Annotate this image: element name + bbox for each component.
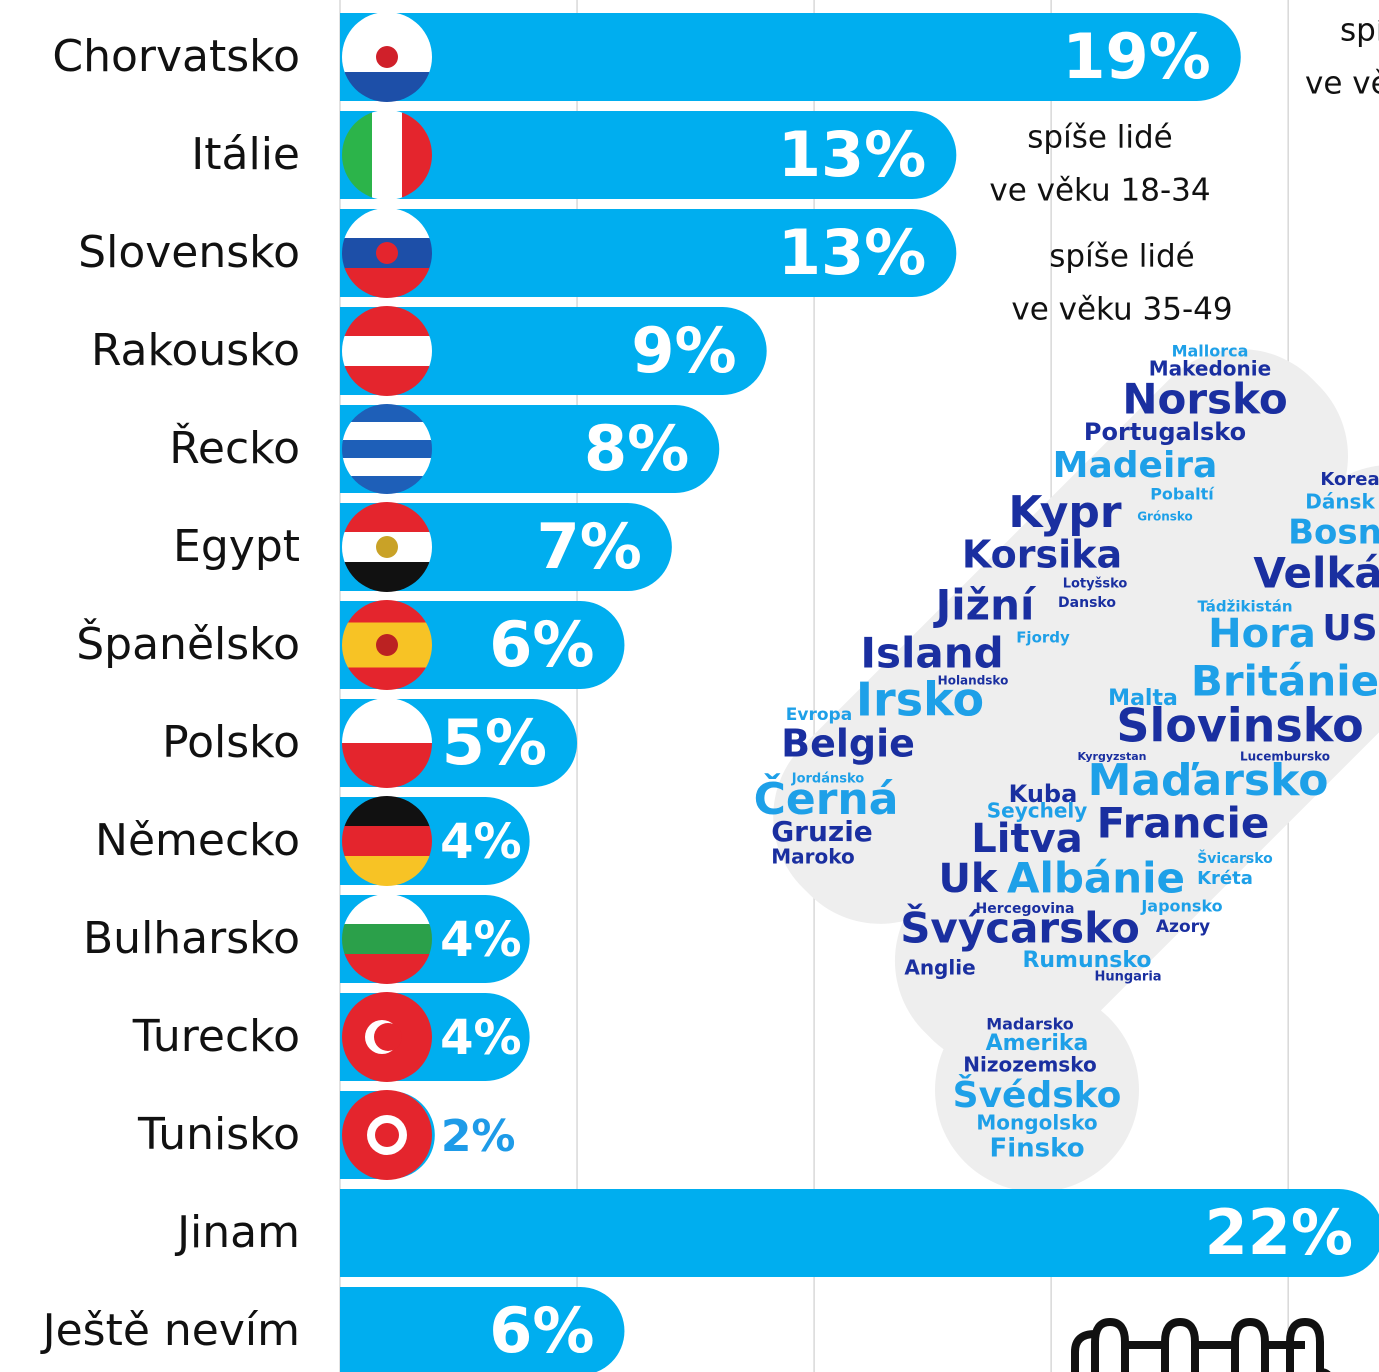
annotation: ve věku 35-49 [1011, 292, 1232, 328]
flag-emblem [375, 1123, 399, 1147]
word: Nizozemsko [963, 1053, 1096, 1077]
flag-emblem [376, 242, 398, 264]
word: Belgie [781, 722, 915, 766]
value-label: 7% [537, 510, 642, 583]
value-label: 13% [778, 216, 926, 289]
word: Anglie [904, 956, 975, 980]
word: Fjordy [1016, 629, 1070, 647]
flag-emblem [376, 634, 398, 656]
flag-stripe [342, 458, 432, 477]
value-label: 6% [489, 1294, 594, 1367]
value-label: 4% [440, 912, 522, 968]
category-label: Slovensko [78, 227, 300, 278]
word: Madeira [1053, 445, 1218, 486]
word: Slovinsko [1116, 699, 1363, 753]
word: Korea [1320, 469, 1379, 490]
category-label: Bulharsko [83, 913, 300, 964]
word: Island [860, 629, 1003, 678]
category-label: Ještě nevím [40, 1305, 300, 1356]
word: Portugalsko [1084, 418, 1246, 446]
category-label: Egypt [173, 521, 300, 572]
word: Japonsko [1140, 897, 1222, 916]
category-label: Tunisko [137, 1109, 300, 1160]
value-label: 4% [440, 1010, 522, 1066]
word: Mongolsko [976, 1111, 1097, 1135]
word: Norsko [1122, 375, 1287, 424]
annotation: spíše lidé [1027, 120, 1173, 156]
word: Velká [1253, 549, 1379, 598]
category-label: Turecko [132, 1011, 300, 1062]
word: US [1322, 608, 1377, 649]
word: Lotyšsko [1063, 577, 1128, 592]
word: Kréta [1197, 868, 1253, 889]
word: Korsika [962, 533, 1122, 577]
word: Francie [1097, 799, 1270, 848]
word: Hora [1208, 611, 1316, 657]
value-label: 13% [778, 118, 926, 191]
word: Dansko [1058, 595, 1116, 611]
word: Irsko [856, 673, 984, 727]
word: Bosn [1288, 513, 1379, 553]
value-label: 2% [441, 1111, 516, 1162]
people-icon [1075, 1322, 1330, 1372]
flag-emblem [376, 46, 398, 68]
value-label: 4% [440, 814, 522, 870]
category-label: Itálie [191, 129, 300, 180]
value-label: 19% [1062, 20, 1210, 93]
category-label: Řecko [169, 422, 300, 474]
word: Azory [1156, 917, 1210, 937]
flag-emblem [374, 1023, 402, 1051]
word: Švýcarsko [900, 903, 1140, 953]
word: Švicarsko [1197, 849, 1273, 867]
annotation: spíše lidé [1340, 13, 1379, 49]
word: Hungaria [1094, 970, 1161, 985]
word: Grónsko [1137, 510, 1193, 524]
flag-stripe [342, 924, 432, 955]
word: Uk [938, 856, 998, 902]
flag-emblem [376, 536, 398, 558]
flag-stripe [342, 440, 432, 459]
value-label: 8% [584, 412, 689, 485]
word: Finsko [989, 1134, 1084, 1164]
flag-stripe [372, 110, 403, 200]
word: Dánsk [1305, 490, 1375, 514]
value-label: 5% [442, 706, 547, 779]
category-label: Chorvatsko [52, 31, 300, 82]
category-label: Rakousko [91, 325, 300, 376]
value-label: 9% [631, 314, 736, 387]
value-label: 22% [1205, 1196, 1353, 1269]
word: Gruzie [771, 815, 873, 848]
category-label: Německo [95, 815, 300, 866]
word: Pobaltí [1150, 485, 1215, 504]
flag-stripe [342, 336, 432, 367]
chart: Chorvatsko 19% Itálie 13% Slovensko 13% Rakous… [0, 0, 1379, 1372]
flag-stripe [342, 826, 432, 857]
word: Kypr [1008, 487, 1121, 538]
value-label: 6% [489, 608, 594, 681]
word: Maroko [771, 845, 855, 869]
annotation: ve věku 18-34 [989, 173, 1210, 209]
annotation: ve věku [1305, 66, 1379, 102]
category-label: Španělsko [76, 617, 300, 670]
flag-stripe [342, 422, 432, 441]
word: Jižní [933, 581, 1037, 630]
category-label: Jinam [174, 1207, 300, 1258]
word: Albánie [1007, 854, 1185, 903]
category-label: Polsko [162, 717, 300, 768]
annotation: spíše lidé [1049, 239, 1195, 275]
